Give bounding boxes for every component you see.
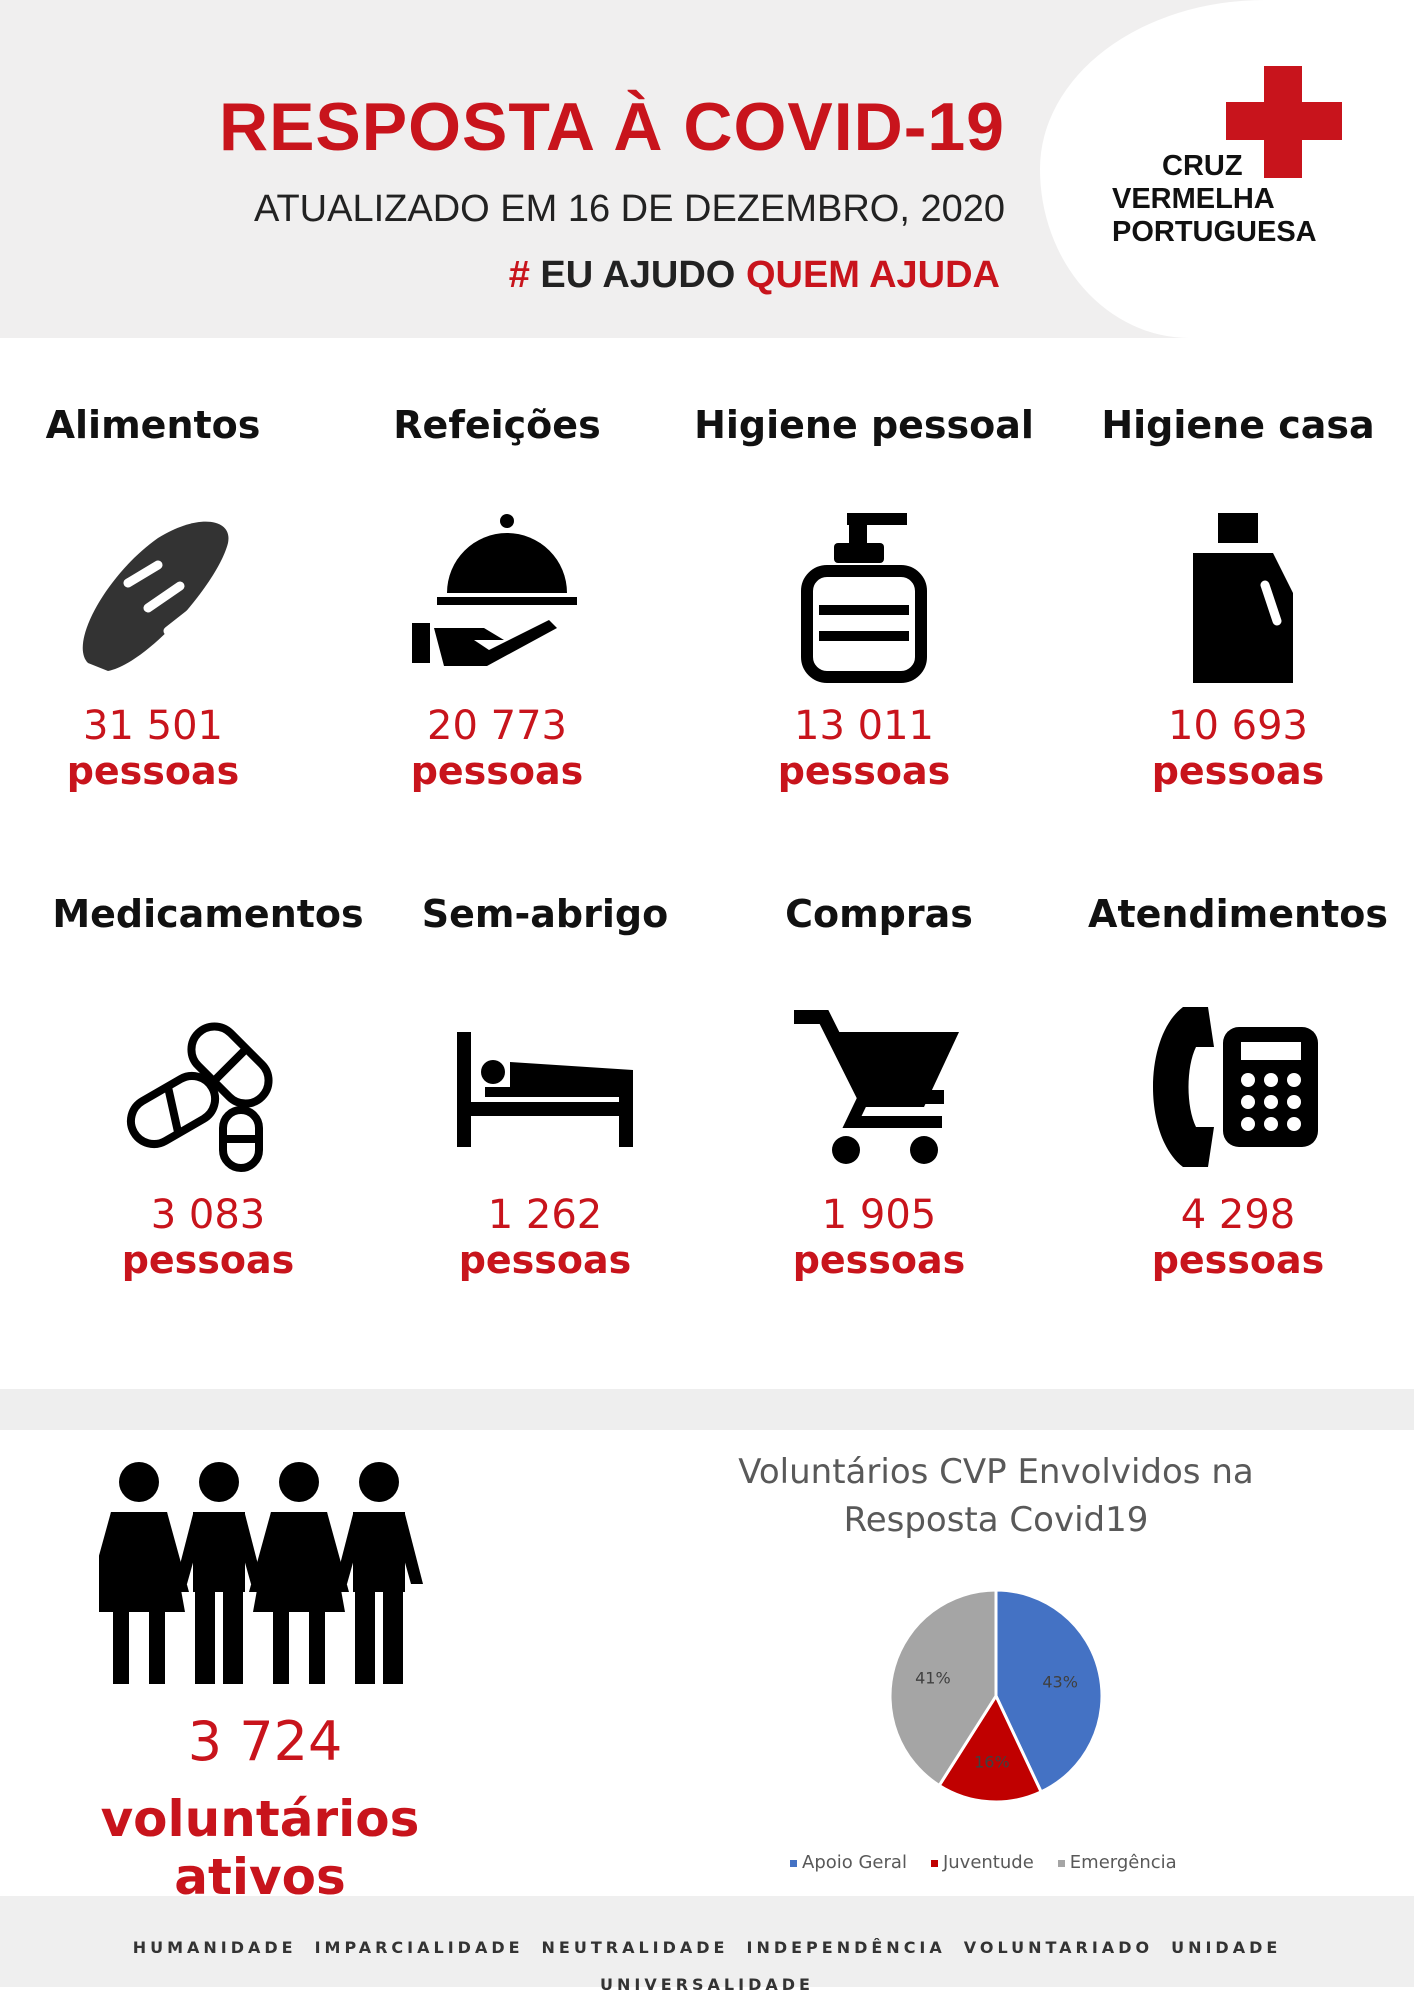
legend-label: Emergência (1069, 1852, 1177, 1873)
stat-value: 13 011 (794, 703, 934, 749)
legend-swatch (1057, 1859, 1065, 1867)
legend-item: Emergência (1057, 1852, 1177, 1873)
hashtag: # EU AJUDO QUEM AJUDA (100, 254, 1000, 297)
footer-values: HUMANIDADE IMPARCIALIDADE NEUTRALIDADE INDE… (20, 1938, 1394, 1994)
pie-chart: 43% 16% 41% (888, 1588, 1104, 1804)
footer-value: VOLUNTARIADO (963, 1938, 1154, 1957)
footer-value: UNIVERSALIDADE (600, 1975, 814, 1994)
footer-value: NEUTRALIDADE (541, 1938, 729, 1957)
stat-label: Higiene casa (1101, 403, 1375, 447)
stat-label: Atendimentos (1088, 892, 1388, 936)
chart-title-line: Voluntários CVP Envolvidos na (738, 1452, 1254, 1492)
stat-medicamentos: Medicamentos 3 083 pessoas (38, 892, 378, 1282)
stat-compras: Compras 1 905 pessoas (709, 892, 1049, 1282)
pie-data-label: 41% (915, 1669, 951, 1688)
chart-title-line: Resposta Covid19 (843, 1500, 1149, 1540)
stat-higiene-casa: Higiene casa 10 693 pessoas (1068, 403, 1408, 793)
shopping-cart-icon (794, 1010, 959, 1164)
stat-refeicoes: Refeições 20 773 pessoas (327, 403, 667, 793)
red-cross-icon (1226, 66, 1342, 178)
stat-value: 31 501 (83, 703, 223, 749)
volunteers-count: 3 724 (187, 1710, 343, 1773)
logo-line: PORTUGUESA (1112, 216, 1317, 248)
stat-label: Refeições (393, 403, 601, 447)
stat-label: Medicamentos (52, 892, 364, 936)
bread-icon (82, 521, 229, 671)
legend-label: Apoio Geral (802, 1852, 907, 1873)
pie-data-label: 16% (974, 1753, 1010, 1772)
pills-icon (126, 1022, 273, 1172)
telephone-icon (1153, 1007, 1318, 1167)
update-date: ATUALIZADO EM 16 DE DEZEMBRO, 2020 (253, 188, 1005, 230)
pie-slice-apoio-geral (994, 1588, 1104, 1794)
logo-line: VERMELHA (1112, 183, 1275, 215)
stat-unit: pessoas (1151, 749, 1325, 793)
stat-value: 20 773 (427, 703, 567, 749)
stat-label: Higiene pessoal (694, 403, 1034, 447)
chart-legend: Apoio Geral Juventude Emergência (790, 1852, 1210, 1873)
stat-label: Compras (785, 892, 973, 936)
stat-value: 1 262 (487, 1192, 603, 1238)
pie-slice-emergência (888, 1588, 998, 1788)
legend-item: Apoio Geral (790, 1852, 907, 1873)
hashtag-red: QUEM AJUDA (745, 254, 1000, 296)
detergent-bottle-icon (1193, 513, 1293, 683)
pie-data-label: 43% (1042, 1673, 1078, 1692)
people-icon (99, 1462, 423, 1684)
stat-alimentos: Alimentos 31 501 pessoas (0, 403, 323, 793)
footer-value: IMPARCIALIDADE (314, 1938, 524, 1957)
soap-dispenser-icon (801, 513, 927, 683)
chart-title: Voluntários CVP Envolvidos na Resposta C… (696, 1448, 1296, 1544)
legend-label: Juventude (942, 1852, 1034, 1873)
footer-value: INDEPENDÊNCIA (746, 1938, 946, 1957)
footer-value: HUMANIDADE (132, 1938, 297, 1957)
pie-slice-juventude (937, 1692, 1044, 1804)
volunteers-label: voluntários ativos (100, 1790, 420, 1906)
stat-value: 3 083 (150, 1192, 266, 1238)
stat-unit: pessoas (121, 1238, 295, 1282)
stat-label: Sem-abrigo (421, 892, 669, 936)
page-title: RESPOSTA À COVID-19 (218, 89, 1005, 165)
legend-item: Juventude (930, 1852, 1034, 1873)
stat-label: Alimentos (45, 403, 261, 447)
stat-atendimentos: Atendimentos 4 298 pessoas (1068, 892, 1408, 1282)
cloche-hand-icon (412, 514, 577, 666)
stat-unit: pessoas (777, 749, 951, 793)
stat-unit: pessoas (410, 749, 584, 793)
logo-text: CRUZ VERMELHA PORTUGUESA (1112, 150, 1317, 249)
stat-unit: pessoas (792, 1238, 966, 1282)
hash-mark: # (508, 254, 530, 296)
stat-value: 1 905 (821, 1192, 937, 1238)
bed-icon (457, 1032, 633, 1147)
logo-line: CRUZ (1162, 150, 1243, 182)
stat-value: 10 693 (1168, 703, 1308, 749)
stat-value: 4 298 (1180, 1192, 1296, 1238)
logo-circle (1040, 0, 1414, 338)
stat-sem-abrigo: Sem-abrigo 1 262 pessoas (375, 892, 715, 1282)
stat-unit: pessoas (1151, 1238, 1325, 1282)
divider-band (0, 1389, 1414, 1430)
hashtag-dark: EU AJUDO (540, 254, 736, 296)
footer-band (0, 1896, 1414, 1987)
stat-unit: pessoas (458, 1238, 632, 1282)
footer-value: UNIDADE (1171, 1938, 1282, 1957)
legend-swatch (930, 1859, 938, 1867)
legend-swatch (790, 1859, 797, 1867)
stat-higiene-pessoal: Higiene pessoal 13 011 pessoas (694, 403, 1034, 793)
stat-unit: pessoas (66, 749, 240, 793)
